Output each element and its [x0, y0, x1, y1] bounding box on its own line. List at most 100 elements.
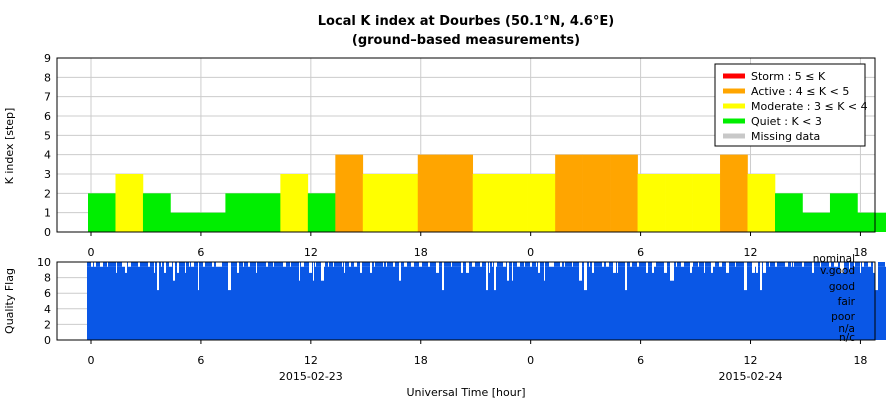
quality-gap: [756, 262, 758, 273]
quality-gap: [344, 262, 345, 273]
quality-gap: [592, 262, 594, 273]
quality-gap: [765, 262, 766, 267]
kindex-bar: [280, 174, 309, 232]
quality-gap: [100, 262, 103, 267]
quality-gap: [802, 262, 804, 267]
quality-gap: [154, 262, 155, 273]
quality-gap: [212, 262, 214, 267]
quality-gap: [248, 262, 250, 267]
quality-gap: [843, 262, 844, 273]
quality-gap: [868, 262, 871, 267]
kindex-bar: [500, 174, 528, 232]
quality-gap: [116, 262, 117, 273]
quality-level-label: v.good: [820, 265, 855, 277]
quality-gap: [164, 262, 166, 273]
quality-x-tick-label: 12: [304, 354, 318, 367]
kindex-bar: [307, 193, 336, 232]
kindex-y-tick-label: 1: [44, 207, 51, 220]
y-axis-label-kindex: K index [step]: [3, 108, 16, 185]
quality-gap: [752, 262, 755, 273]
quality-gap: [94, 262, 96, 267]
quality-gap: [185, 262, 186, 273]
quality-gap: [560, 262, 562, 267]
quality-gap: [769, 262, 770, 267]
quality-gap: [512, 262, 513, 281]
kindex-bar: [610, 154, 638, 232]
quality-gap: [157, 262, 159, 291]
quality-gap: [404, 262, 407, 267]
kindex-x-tick-label: 12: [744, 246, 758, 259]
quality-gap: [625, 262, 627, 291]
quality-gap: [760, 262, 762, 291]
quality-gap: [875, 262, 878, 291]
kindex-bar: [582, 154, 611, 232]
kindex-x-tick-label: 18: [853, 246, 867, 259]
quality-gap: [754, 262, 756, 267]
kindex-bar: [692, 174, 721, 232]
quality-gap: [726, 262, 729, 273]
quality-gap: [399, 262, 401, 281]
kindex-bar: [362, 174, 391, 232]
quality-gap: [436, 262, 439, 273]
quality-gap: [670, 262, 672, 281]
kindex-y-tick-label: 8: [44, 71, 51, 84]
quality-gap: [652, 262, 654, 273]
kindex-y-tick-label: 7: [44, 91, 51, 104]
quality-gap: [360, 262, 362, 273]
quality-y-tick-label: 6: [44, 287, 51, 300]
quality-gap: [442, 262, 444, 291]
kindex-bar: [857, 212, 886, 232]
kindex-bar: [527, 174, 556, 232]
quality-gap: [544, 262, 545, 281]
quality-gap: [617, 262, 618, 273]
quality-gap: [646, 262, 648, 273]
quality-gap: [711, 262, 713, 273]
quality-x-tick-label: 18: [414, 354, 428, 367]
kindex-y-tick-label: 0: [44, 226, 51, 239]
kindex-x-tick-label: 0: [527, 246, 534, 259]
quality-level-label: poor: [831, 311, 856, 323]
quality-gap: [549, 262, 551, 267]
quality-gap: [602, 262, 604, 267]
quality-gap: [374, 262, 375, 267]
quality-frame: [56, 261, 876, 341]
quality-gap: [690, 262, 692, 273]
quality-gap: [530, 262, 532, 267]
quality-gap: [719, 262, 721, 267]
kindex-bar: [142, 193, 171, 232]
quality-y-tick-label: 8: [44, 272, 51, 285]
x-axis-label: Universal Time [hour]: [406, 386, 525, 399]
quality-gap: [428, 262, 430, 267]
quality-gap: [461, 262, 463, 273]
quality-gap: [486, 262, 488, 291]
kindex-bar: [170, 212, 199, 232]
kindex-x-tick-label: 12: [304, 246, 318, 259]
quality-gap: [333, 262, 334, 267]
quality-gap: [704, 262, 705, 273]
kindex-y-tick-label: 6: [44, 110, 51, 123]
quality-gap: [507, 262, 509, 281]
kindex-x-tick-label: 18: [414, 246, 428, 259]
kindex-bar: [802, 212, 831, 232]
quality-gap: [812, 262, 814, 273]
legend: Storm : 5 ≤ K Active : 4 ≤ K < 5 Moderate …: [714, 63, 868, 147]
chart-title: Local K index at Dourbes (50.1°N, 4.6°E): [318, 14, 615, 29]
quality-gap: [494, 262, 496, 291]
quality-gap: [637, 262, 639, 267]
quality-gap: [763, 262, 766, 273]
quality-gap: [664, 262, 667, 273]
quality-gap: [579, 262, 582, 281]
legend-entry-label: Moderate : 3 ≤ K < 4: [751, 100, 868, 113]
quality-gap: [216, 262, 219, 267]
quality-level-label: nominal: [813, 253, 855, 265]
quality-gap: [654, 262, 656, 267]
quality-gap: [834, 262, 837, 267]
quality-gap: [342, 262, 343, 267]
quality-gap: [489, 262, 490, 273]
quality-gap: [849, 262, 850, 273]
quality-x-tick-label: 6: [637, 354, 644, 367]
quality-gap: [536, 262, 537, 267]
kindex-y-tick-label: 2: [44, 187, 51, 200]
legend-entry-label: Missing data: [751, 130, 820, 143]
